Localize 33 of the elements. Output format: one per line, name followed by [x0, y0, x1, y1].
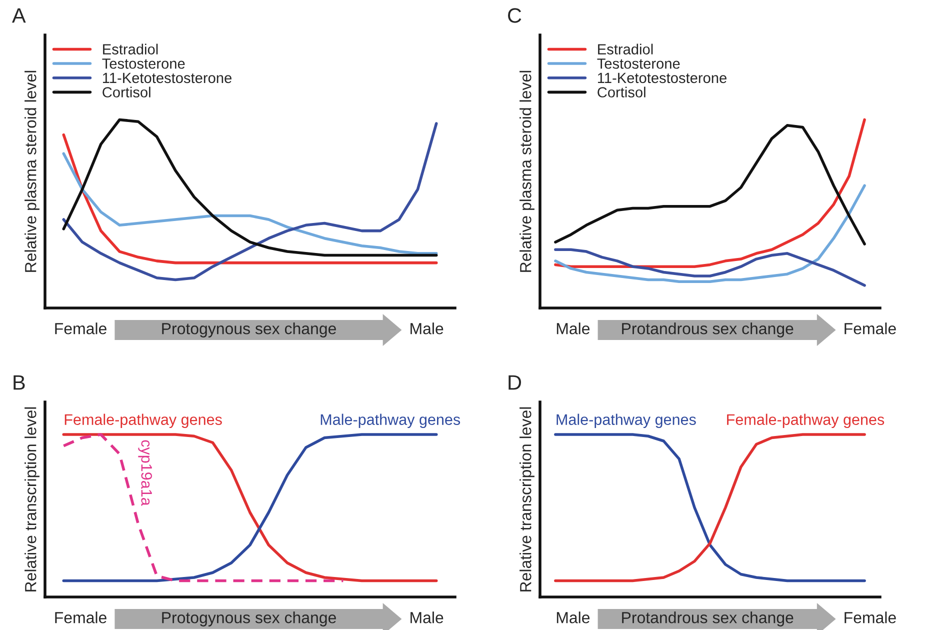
text: Male	[556, 612, 590, 624]
y-axis-title: Relative plasma steroid level	[520, 70, 534, 272]
chart-title: A	[12, 8, 26, 23]
text: Male	[410, 322, 444, 334]
text: Female	[844, 322, 896, 334]
y-axis-title: Relative plasma steroid level	[24, 70, 40, 272]
text: Protogynous sex change	[162, 612, 336, 626]
chart-title: D	[508, 375, 522, 390]
text: Male	[556, 322, 590, 334]
y-axis-title: Relative transcription level	[24, 407, 40, 592]
text: cyp19a1a	[138, 440, 152, 506]
series-label: Female-pathway genes	[727, 414, 884, 428]
series-label: Male-pathway genes	[320, 414, 460, 428]
series-label: Female-pathway genes	[64, 414, 222, 428]
legend-label: Testosterone	[102, 58, 185, 69]
series-label: Male-pathway genes	[556, 414, 696, 428]
legend-label: 11-Ketotestosterone	[598, 72, 726, 84]
chart-title: C	[508, 8, 522, 23]
legend-label: Testosterone	[597, 58, 680, 69]
legend-label: 11-Ketotestosterone	[102, 72, 232, 84]
text: Female	[844, 612, 896, 624]
legend-label: Cortisol	[102, 86, 150, 98]
text: Female	[55, 322, 106, 334]
text: Female	[55, 612, 106, 624]
y-axis-title: Relative transcription level	[520, 407, 534, 592]
chart-title: B	[14, 375, 25, 390]
legend-label: Estradiol	[103, 44, 158, 54]
legend-label: Cortisol	[598, 86, 646, 98]
legend-label: Estradiol	[598, 44, 653, 54]
text: Protogynous sex change	[162, 322, 336, 338]
text: Protandrous sex change	[622, 612, 794, 626]
text: Protandrous sex change	[622, 322, 794, 338]
text: Male	[410, 612, 444, 624]
